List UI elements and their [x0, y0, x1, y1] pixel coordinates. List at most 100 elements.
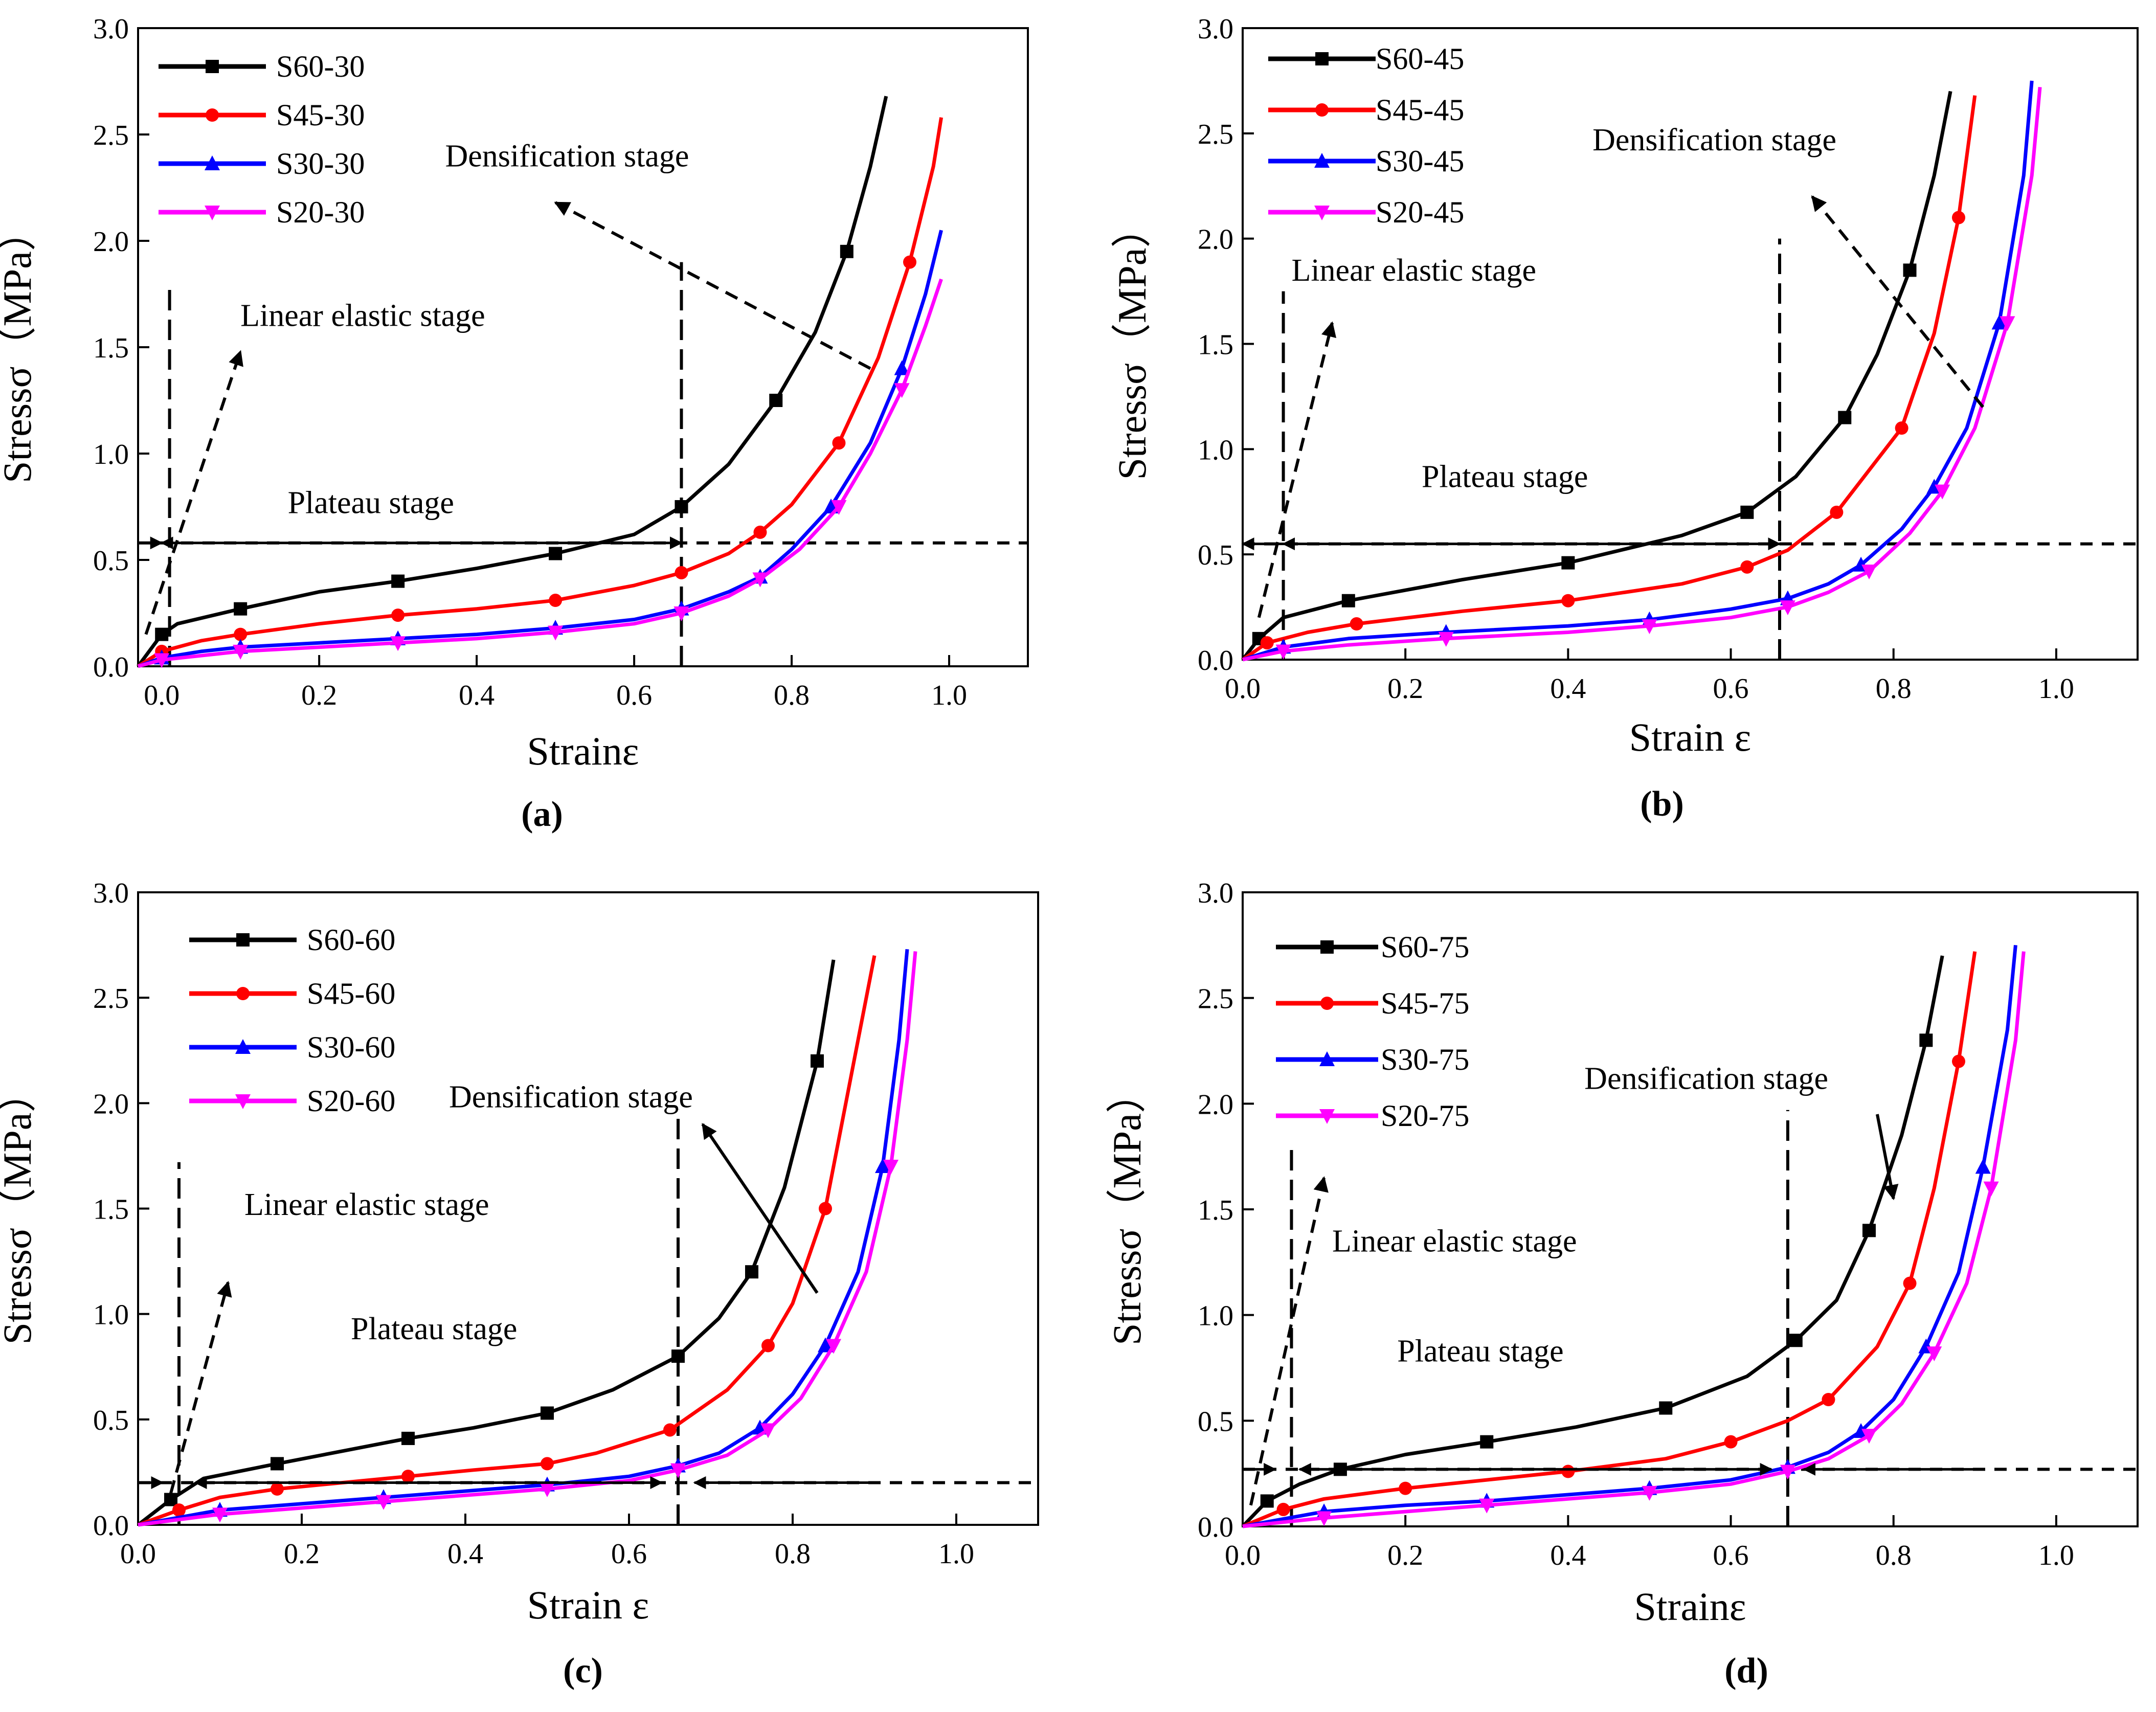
- panel-b: 0.0 0.2 0.4 0.6 0.8 1.0 0.0 0.5 1.0 1.5 2.0 2.5 3.0 S…: [1110, 13, 2139, 824]
- x-tick-label: 1.0: [938, 1538, 974, 1570]
- data-point: [1838, 411, 1852, 424]
- legend-marker: [205, 206, 220, 220]
- data-point: [1780, 1465, 1795, 1480]
- data-point: [401, 1470, 415, 1483]
- legend-label: S60-30: [276, 50, 365, 83]
- legend-marker: [235, 1094, 251, 1109]
- data-point: [1983, 1181, 1999, 1197]
- data-point: [753, 525, 767, 539]
- stage-pointer-arrow: [144, 350, 243, 635]
- data-point: [1935, 484, 1950, 500]
- x-tick-label: 0.2: [284, 1538, 320, 1570]
- data-point: [1316, 1511, 1332, 1526]
- data-point: [1659, 1401, 1673, 1415]
- x-axis-label: Strain ε: [527, 1583, 649, 1627]
- y-tick-label: 1.5: [93, 332, 129, 364]
- y-axis-label: Stressσ（MPa）: [1105, 1073, 1149, 1345]
- y-tick-label: 3.0: [93, 877, 129, 909]
- series-line-s30-45: [1242, 80, 2034, 662]
- data-point: [832, 436, 846, 450]
- data-point: [391, 574, 405, 588]
- y-tick-label: 1.5: [1198, 329, 1233, 361]
- x-tick-label: 0.4: [447, 1538, 483, 1570]
- data-point: [1780, 600, 1795, 616]
- stage-annotation: Linear elastic stage: [1332, 1224, 1577, 1259]
- data-point: [675, 566, 688, 579]
- stage-annotation: Plateau stage: [288, 485, 454, 520]
- data-point: [840, 244, 854, 258]
- data-point: [233, 644, 249, 660]
- data-point: [549, 594, 563, 607]
- x-tick-label: 0.0: [144, 680, 179, 711]
- legend-label: S60-75: [1381, 930, 1469, 964]
- data-point: [875, 1158, 890, 1174]
- y-tick-label: 2.0: [93, 1088, 129, 1120]
- legend-label: S45-30: [276, 98, 365, 132]
- series-line-s20-45: [1242, 86, 2042, 662]
- series-line-s20-60: [138, 951, 917, 1527]
- y-tick-label: 3.0: [1198, 877, 1233, 909]
- data-point: [1642, 1485, 1657, 1501]
- x-tick-label: 0.2: [301, 680, 337, 711]
- x-tick-label: 0.8: [775, 1538, 811, 1570]
- stage-pointer-arrow: [554, 201, 871, 370]
- data-point: [1975, 1159, 1991, 1174]
- y-tick-label: 0.5: [1198, 539, 1233, 571]
- data-point: [1952, 1054, 1965, 1068]
- data-point: [401, 1431, 415, 1445]
- data-point: [1480, 1435, 1494, 1449]
- data-point: [1919, 1033, 1933, 1047]
- stage-pointer-arrow: [1257, 321, 1337, 618]
- x-tick-label: 0.0: [1225, 673, 1261, 705]
- y-tick-label: 1.5: [93, 1194, 129, 1226]
- data-point: [761, 1339, 775, 1353]
- legend-marker: [205, 155, 220, 170]
- data-point: [1260, 636, 1274, 650]
- data-point: [234, 627, 248, 641]
- data-point: [1895, 421, 1908, 435]
- data-point: [271, 1457, 284, 1471]
- stage-pointer-arrow: [701, 1123, 819, 1294]
- plot-frame: [1242, 891, 2139, 1527]
- legend-label: S45-75: [1381, 986, 1469, 1020]
- y-tick-label: 1.0: [93, 439, 129, 470]
- x-tick-label: 0.4: [1550, 673, 1586, 705]
- y-tick-label: 0.0: [93, 1510, 129, 1542]
- data-point: [663, 1423, 677, 1437]
- data-point: [1275, 644, 1291, 660]
- data-point: [883, 1160, 899, 1175]
- x-tick-label: 0.6: [611, 1538, 647, 1570]
- stage-annotation: Linear elastic stage: [244, 1187, 489, 1222]
- series-line-s60-45: [1241, 91, 1952, 661]
- legend-marker: [1315, 103, 1329, 117]
- y-tick-label: 1.0: [1198, 1300, 1233, 1332]
- data-point: [234, 602, 248, 616]
- stage-annotation: Plateau stage: [1422, 459, 1588, 494]
- y-tick-label: 2.0: [1198, 1089, 1233, 1120]
- x-tick-label: 0.8: [1876, 1540, 1912, 1571]
- series-line-s45-60: [137, 955, 877, 1527]
- legend-marker: [1314, 153, 1330, 168]
- stage-annotation: Densification stage: [1592, 123, 1836, 157]
- x-tick-label: 0.2: [1387, 673, 1423, 705]
- data-point: [1276, 1502, 1290, 1516]
- y-axis-label: Stressσ（MPa）: [0, 211, 39, 483]
- data-point: [826, 1339, 841, 1354]
- y-tick-label: 3.0: [1198, 13, 1233, 45]
- legend-label: S60-45: [1376, 42, 1464, 76]
- data-point: [1830, 505, 1844, 519]
- data-point: [894, 383, 910, 398]
- data-point: [894, 360, 910, 375]
- data-point: [541, 1406, 554, 1420]
- data-point: [549, 547, 563, 560]
- x-tick-label: 0.2: [1387, 1540, 1423, 1571]
- series-line-s20-30: [138, 278, 943, 668]
- legend-marker: [1314, 206, 1330, 220]
- data-point: [1399, 1481, 1412, 1495]
- data-point: [376, 1495, 391, 1510]
- series-line-s30-60: [138, 949, 909, 1527]
- data-point: [673, 606, 689, 621]
- data-point: [172, 1503, 186, 1517]
- stage-pointer-arrow: [169, 1280, 232, 1494]
